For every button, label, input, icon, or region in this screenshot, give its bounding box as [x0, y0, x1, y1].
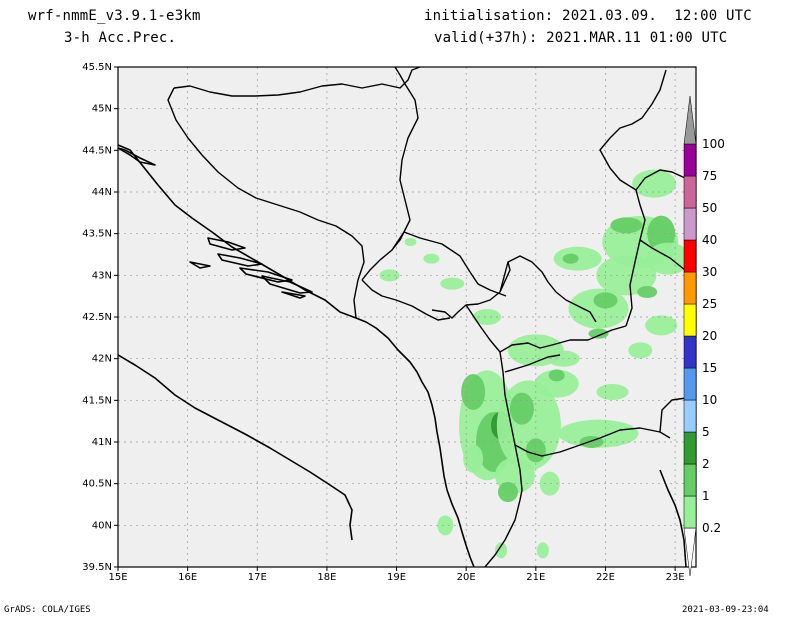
precip-cell — [548, 369, 565, 382]
precip-cell — [497, 482, 518, 502]
precip-cell — [588, 328, 609, 339]
lon-tick-label: 18E — [317, 572, 336, 583]
precip-cell — [440, 277, 465, 290]
precip-cell — [539, 471, 560, 496]
precip-cell — [596, 384, 629, 400]
lat-tick-label: 40N — [92, 520, 112, 531]
legend-swatch — [683, 207, 697, 241]
axis-ticks: 45.5N 45N 44.5N 44N 43.5N 43N 42.5N 42N 41.5N 41N… — [82, 62, 684, 583]
legend-level-label: 10 — [702, 393, 717, 407]
legend-swatch — [683, 143, 697, 177]
legend-level-label: 0.2 — [702, 521, 721, 535]
legend-swatch — [683, 239, 697, 273]
lat-tick-label: 41.5N — [82, 395, 112, 406]
lon-tick-label: 21E — [526, 572, 545, 583]
precip-cell — [463, 444, 484, 473]
legend-swatch — [683, 431, 697, 465]
footer-credit: GrADS: COLA/IGES — [4, 605, 91, 615]
legend-swatch — [683, 175, 697, 209]
country-borders — [167, 67, 696, 567]
graticule — [118, 67, 696, 567]
precip-cell — [534, 369, 579, 398]
lon-tick-label: 19E — [387, 572, 406, 583]
precipitation-field — [379, 169, 691, 559]
legend-level-label: 2 — [702, 457, 710, 471]
precip-cell — [632, 169, 677, 198]
precip-cell — [593, 292, 618, 309]
precip-cell — [536, 542, 549, 559]
legend-level-label: 15 — [702, 361, 717, 375]
legend-level-label: 100 — [702, 137, 725, 151]
legend-arrow-top — [683, 95, 697, 145]
footer-timestamp: 2021-03-09-23:04 — [682, 605, 769, 615]
precip-cell — [461, 374, 486, 410]
legend-swatch — [683, 463, 697, 497]
precip-cell — [646, 242, 691, 275]
legend-level-label: 5 — [702, 425, 710, 439]
precip-cell — [423, 253, 440, 264]
lat-tick-label: 42N — [92, 354, 112, 365]
precip-cell — [404, 238, 417, 246]
precip-cell — [562, 253, 579, 264]
precip-cell — [637, 286, 658, 298]
init-time: initialisation: 2021.03.09. 12:00 UTC — [424, 8, 752, 24]
legend-swatch — [683, 335, 697, 369]
lat-tick-label: 45N — [92, 104, 112, 115]
lon-tick-label: 22E — [596, 572, 615, 583]
legend-level-label: 40 — [702, 233, 717, 247]
precip-cell — [473, 309, 502, 325]
lon-tick-label: 16E — [178, 572, 197, 583]
precip-cell — [558, 419, 639, 448]
legend-swatch — [683, 367, 697, 401]
lat-tick-label: 44.5N — [82, 145, 112, 156]
precip-cell — [610, 217, 643, 234]
lat-tick-label: 44N — [92, 187, 112, 198]
coastlines — [118, 144, 687, 567]
lat-tick-label: 40.5N — [82, 479, 112, 490]
precip-cell — [645, 315, 678, 336]
legend-level-label: 75 — [702, 169, 717, 183]
legend-swatch — [683, 399, 697, 433]
precip-cell — [628, 342, 653, 359]
precip-cell — [647, 215, 676, 252]
legend-level-label: 1 — [702, 489, 710, 503]
lat-tick-label: 43N — [92, 270, 112, 281]
precip-cell — [495, 542, 508, 559]
lat-tick-label: 42.5N — [82, 312, 112, 323]
legend-level-label: 30 — [702, 265, 717, 279]
lon-tick-label: 17E — [248, 572, 267, 583]
valid-time: valid(+37h): 2021.MAR.11 01:00 UTC — [434, 30, 728, 46]
lon-tick-label: 23E — [666, 572, 685, 583]
legend-level-label: 20 — [702, 329, 717, 343]
legend-level-label: 50 — [702, 201, 717, 215]
lat-tick-label: 43.5N — [82, 229, 112, 240]
lat-tick-label: 41N — [92, 437, 112, 448]
model-title: wrf-nmmE_v3.9.1-e3km — [28, 8, 201, 24]
product-title: 3-h Acc.Prec. — [64, 30, 177, 46]
legend-swatch — [683, 495, 697, 529]
legend-swatch — [683, 271, 697, 305]
lon-tick-label: 20E — [457, 572, 476, 583]
precip-cell — [509, 392, 534, 425]
legend-level-label: 25 — [702, 297, 717, 311]
precip-cell — [437, 515, 454, 536]
legend-swatch — [683, 303, 697, 337]
lat-tick-label: 39.5N — [82, 562, 112, 573]
lat-tick-label: 45.5N — [82, 62, 112, 73]
lon-tick-label: 15E — [108, 572, 127, 583]
